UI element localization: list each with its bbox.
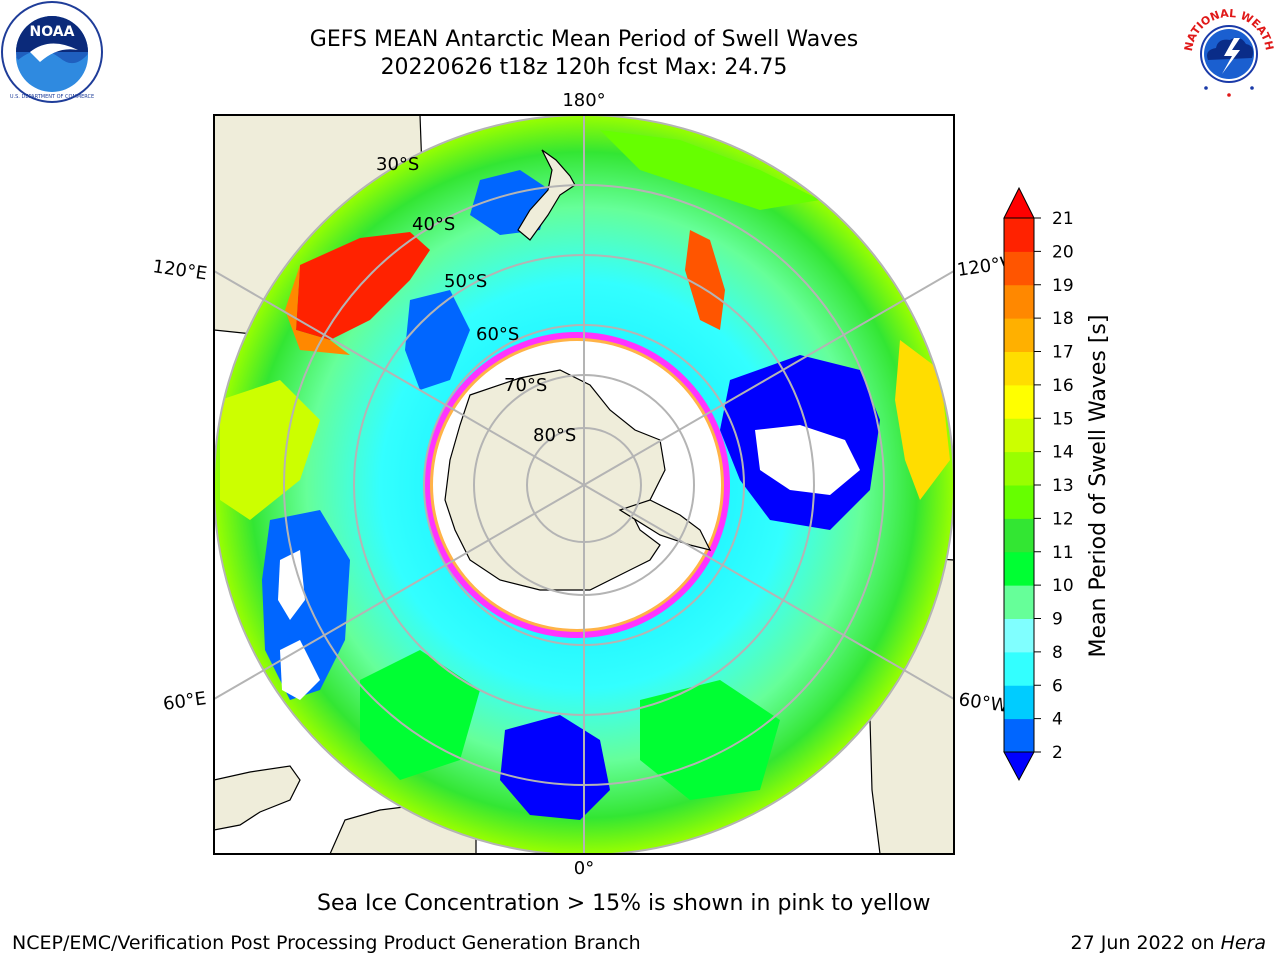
colorbar: 2 4 6 8 9 10 11 12 13 14 15 16 17 18 19 20 21 [1003,186,1074,782]
colorbar-tick-label: 8 [1052,643,1063,663]
colorbar-bin [1004,718,1034,753]
noaa-logo-icon: NOAA U.S. DEPARTMENT OF COMMERCE [1,1,103,103]
date-label: 27 Jun 2022 on [1070,932,1215,954]
colorbar-bin [1004,618,1034,653]
colorbar-tick-label: 6 [1052,676,1063,696]
colorbar-tick-label: 16 [1052,376,1074,396]
lat-label-30s: 30°S [376,154,419,175]
lon-label-0: 0° [574,858,594,879]
colorbar-tick-label: 11 [1052,543,1074,563]
map-panel [214,115,954,854]
colorbar-tick-label: 18 [1052,309,1074,329]
no-data-area [278,550,305,620]
colorbar-bin [1004,685,1034,720]
graticule [214,115,954,854]
colorbar-tick-label: 20 [1052,242,1074,262]
map-frame [213,114,955,855]
antarctic-peninsula-land [618,499,712,551]
colorbar-bin [1004,651,1034,686]
colorbar-bin [1004,251,1034,286]
colorbar-bin [1004,585,1034,619]
colorbar-bin [1004,218,1034,252]
colorbar-bin [1004,384,1034,419]
forecast-subtitle: 20220626 t18z 120h fcst Max: 24.75 [380,55,788,80]
low-period-region [500,715,610,820]
colorbar-tick-label: 14 [1052,443,1074,463]
colorbar-tick-label: 15 [1052,409,1074,429]
colorbar-tick-label: 17 [1052,343,1074,363]
colorbar-bin [1004,418,1034,453]
colorbar-bin [1004,451,1034,486]
nws-logo-icon: NATIONAL WEATHER SERVICE [1178,0,1276,98]
lon-label-60e: 60°E [162,688,208,715]
colorbar-bin [1004,485,1034,519]
lat-label-70s: 70°S [504,375,547,396]
low-period-region [405,290,470,390]
colorbar-tick-label: 4 [1052,710,1063,730]
lon-label-120e: 120°E [151,256,208,284]
colorbar-tick-label: 21 [1052,209,1074,229]
colorbar-bin [1004,318,1034,352]
date-text: 27 Jun 2022 on Hera [1071,932,1267,954]
colorbar-tick-label: 19 [1052,276,1074,296]
colorbar-tick-label: 10 [1052,576,1074,596]
high-period-region [685,230,725,330]
colorbar-bin [1004,518,1034,553]
lon-label-180: 180° [562,90,605,111]
lat-label-50s: 50°S [444,271,487,292]
madagascar-land [214,765,301,831]
high-period-region [285,265,350,355]
lat-label-80s: 80°S [533,425,576,446]
colorbar-bin [1004,551,1034,586]
map-title: GEFS MEAN Antarctic Mean Period of Swell… [309,27,859,52]
no-data-area [755,425,860,495]
colorbar-bin [1004,284,1034,319]
high-period-region [296,232,430,340]
sea-ice-note: Sea Ice Concentration > 15% is shown in … [317,891,931,916]
colorbar-bin [1004,351,1034,386]
mid-period-region [220,380,320,520]
colorbar-tick-label: 9 [1052,610,1063,630]
lon-label-60w: 60°W [957,689,1009,717]
lat-label-40s: 40°S [412,214,455,235]
colorbar-tick-label: 2 [1052,743,1063,763]
svg-text:U.S. DEPARTMENT OF COMMERCE: U.S. DEPARTMENT OF COMMERCE [10,94,94,100]
colorbar-min-arrow [1003,751,1035,782]
colorbar-max-arrow [1003,186,1035,219]
colorbar-label: Mean Period of Swell Waves [s] [1086,315,1111,658]
mid-period-region [360,650,480,780]
credit-text: NCEP/EMC/Verification Post Processing Pr… [12,932,641,954]
mid-period-region [600,130,820,210]
colorbar-tick-label: 13 [1052,476,1074,496]
colorbar-tick-label: 12 [1052,509,1074,529]
host-name: Hera [1220,932,1266,954]
svg-text:NOAA: NOAA [30,24,75,40]
mid-period-region [895,340,950,500]
lat-label-60s: 60°S [476,324,519,345]
